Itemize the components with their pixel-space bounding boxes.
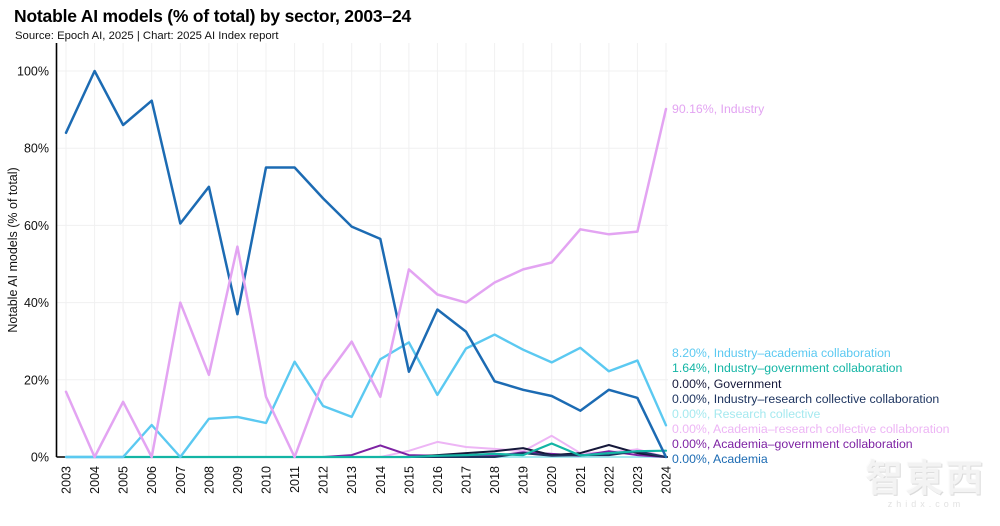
x-tick-label: 2023 — [631, 466, 645, 494]
x-tick-label: 2010 — [260, 466, 274, 494]
x-tick-label: 2019 — [517, 466, 531, 494]
x-tick-label: 2021 — [574, 466, 588, 494]
x-tick-label: 2022 — [602, 466, 616, 494]
chart-title: Notable AI models (% of total) by sector… — [14, 6, 412, 26]
y-tick-label: 20% — [24, 373, 49, 387]
x-tick-label: 2012 — [317, 466, 331, 494]
series-label-research-collective: 0.00%, Research collective — [672, 407, 821, 421]
series-label-academia: 0.00%, Academia — [672, 452, 768, 466]
series-line-industry-academia-collaboration — [64, 333, 668, 459]
series-line-industry-government-collaboration — [64, 442, 668, 459]
y-tick-label: 60% — [24, 219, 49, 233]
chart-source-line: Source: Epoch AI, 2025 | Chart: 2025 AI … — [15, 30, 279, 42]
x-tick-label: 2009 — [231, 466, 245, 494]
x-tick-label: 2014 — [374, 466, 388, 494]
x-tick-label: 2016 — [431, 466, 445, 494]
series-label-academia-government-collaboration: 0.00%, Academia–government collaboration — [672, 437, 913, 451]
x-tick-label: 2011 — [288, 466, 302, 493]
x-tick-label: 2004 — [88, 466, 102, 494]
x-tick-label: 2015 — [402, 466, 416, 494]
y-tick-label: 0% — [31, 451, 49, 465]
y-tick-label: 80% — [24, 142, 49, 156]
series-label-government: 0.00%, Government — [672, 377, 782, 391]
x-tick-label: 2007 — [174, 466, 188, 494]
x-tick-label: 2024 — [660, 466, 674, 494]
series-label-industry-government-collaboration: 1.64%, Industry–government collaboration — [672, 361, 903, 375]
series-label-industry-academia-collaboration: 8.20%, Industry–academia collaboration — [672, 346, 891, 360]
x-tick-label: 2020 — [545, 466, 559, 494]
series-label-industry-research-collective-collaboration: 0.00%, Industry–research collective coll… — [672, 392, 940, 406]
y-axis-title: Notable AI models (% of total) — [6, 167, 20, 332]
x-tick-label: 2013 — [345, 466, 359, 494]
series-label-industry: 90.16%, Industry — [672, 102, 765, 116]
series-line-industry — [64, 107, 668, 459]
x-tick-label: 2006 — [145, 466, 159, 494]
x-tick-label: 2003 — [60, 466, 74, 494]
y-tick-label: 40% — [24, 296, 49, 310]
x-tick-label: 2018 — [488, 466, 502, 494]
series-label-academia-research-collective-collaboration: 0.00%, Academia–research collective coll… — [672, 422, 950, 436]
series-line-academia — [64, 69, 668, 459]
y-tick-label: 100% — [17, 65, 49, 79]
x-tick-label: 2017 — [460, 466, 474, 494]
x-tick-label: 2008 — [202, 466, 216, 494]
x-tick-label: 2005 — [117, 466, 131, 494]
